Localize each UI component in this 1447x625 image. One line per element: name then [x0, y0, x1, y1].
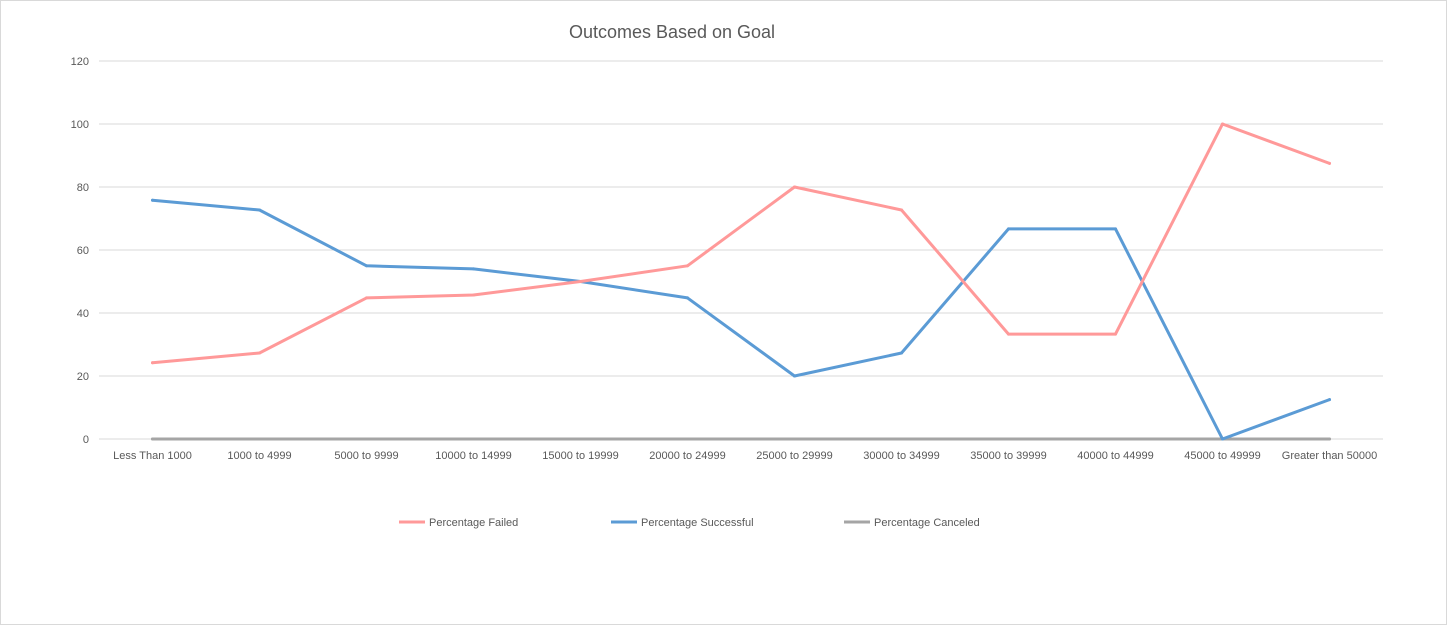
legend-entry: Percentage Canceled [844, 517, 980, 529]
chart-title: Outcomes Based on Goal [569, 22, 775, 42]
x-tick-label: Less Than 1000 [113, 450, 192, 462]
data-point [151, 361, 154, 365]
data-point [579, 437, 582, 441]
gridlines [99, 60, 1383, 440]
x-tick-label: 20000 to 24999 [649, 450, 725, 462]
legend-entry: Percentage Failed [399, 517, 518, 529]
data-point [686, 437, 689, 441]
x-tick-label: 10000 to 14999 [435, 450, 511, 462]
x-axis-tick-labels: Less Than 1000 1000 to 4999 5000 to 9999 10… [113, 450, 1377, 462]
data-point [686, 296, 689, 300]
data-point [793, 185, 796, 189]
y-tick-label: 60 [77, 245, 89, 257]
data-point [1328, 437, 1331, 441]
x-tick-label: 15000 to 19999 [542, 450, 618, 462]
data-point [900, 208, 903, 212]
data-point [1114, 437, 1117, 441]
data-point [793, 437, 796, 441]
legend: Percentage Failed Percentage Successful Pe… [399, 517, 980, 529]
data-point [472, 437, 475, 441]
data-point [900, 437, 903, 441]
series-line-percentage-failed [151, 122, 1331, 365]
data-point [900, 351, 903, 355]
data-point [1221, 122, 1224, 126]
x-tick-label: 5000 to 9999 [334, 450, 398, 462]
y-tick-label: 0 [83, 434, 89, 446]
data-point [151, 437, 154, 441]
y-axis-tick-labels: 0 20 40 60 80 100 120 [71, 56, 89, 446]
data-point [1007, 332, 1010, 336]
x-tick-label: 45000 to 49999 [1184, 450, 1260, 462]
data-point [1221, 437, 1224, 441]
data-point [1114, 227, 1117, 231]
data-point [365, 437, 368, 441]
data-point [1114, 332, 1117, 336]
data-point [472, 267, 475, 271]
legend-entry: Percentage Successful [611, 517, 754, 529]
data-point [258, 208, 261, 212]
y-tick-label: 100 [71, 119, 89, 131]
x-tick-label: 35000 to 39999 [970, 450, 1046, 462]
data-point [1007, 227, 1010, 231]
series-line-percentage-successful [151, 198, 1331, 441]
data-point [686, 264, 689, 268]
data-point [579, 280, 582, 283]
series-lines [151, 122, 1331, 441]
x-tick-label: 25000 to 29999 [756, 450, 832, 462]
data-point [1328, 398, 1331, 402]
data-point [151, 198, 154, 202]
y-tick-label: 40 [77, 308, 89, 320]
y-tick-label: 80 [77, 182, 89, 194]
x-tick-label: 40000 to 44999 [1077, 450, 1153, 462]
legend-label: Percentage Failed [429, 517, 518, 529]
data-point [258, 437, 261, 441]
y-tick-label: 20 [77, 371, 89, 383]
data-point [472, 293, 475, 297]
data-point [365, 264, 368, 268]
x-tick-label: Greater than 50000 [1282, 450, 1377, 462]
data-point [1007, 437, 1010, 441]
y-tick-label: 120 [71, 56, 89, 68]
legend-label: Percentage Canceled [874, 517, 980, 529]
data-point [365, 296, 368, 300]
x-tick-label: 1000 to 4999 [227, 450, 291, 462]
x-tick-label: 30000 to 34999 [863, 450, 939, 462]
data-point [258, 351, 261, 355]
data-point [1328, 161, 1331, 165]
legend-label: Percentage Successful [641, 517, 754, 529]
data-point [793, 374, 796, 378]
